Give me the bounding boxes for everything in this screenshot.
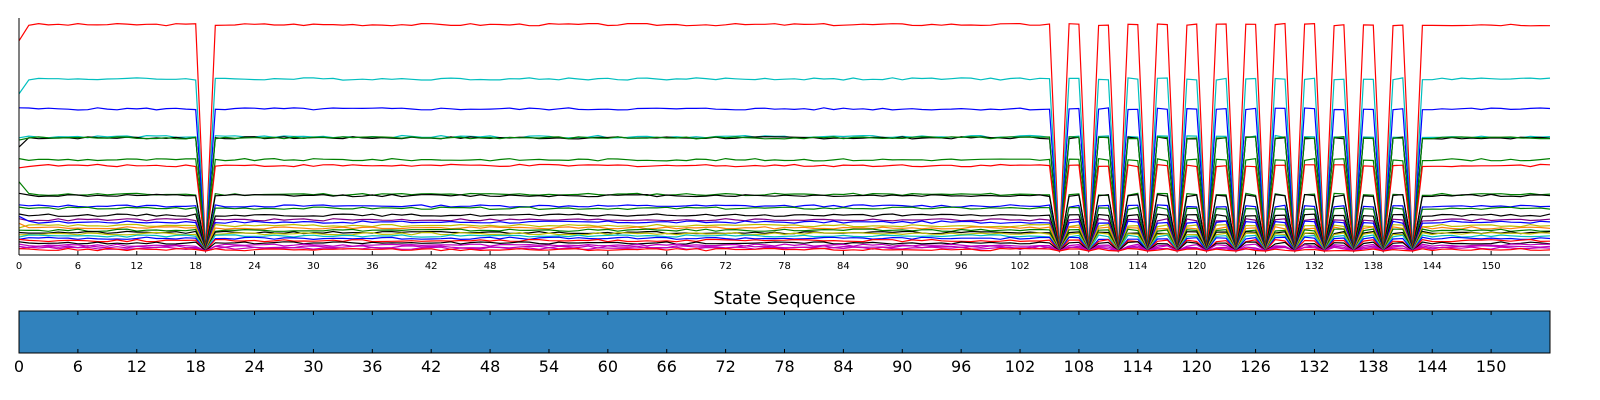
- x-tick-label: 30: [303, 357, 323, 376]
- x-tick-label: 60: [601, 261, 614, 272]
- x-tick-label: 72: [715, 357, 735, 376]
- x-tick-label: 102: [1005, 357, 1036, 376]
- x-tick-label: 24: [248, 261, 261, 272]
- series-line: [18, 247, 1551, 252]
- x-tick-label: 24: [244, 357, 264, 376]
- x-tick-label: 6: [73, 357, 83, 376]
- x-tick-label: 96: [951, 357, 971, 376]
- x-tick-label: 132: [1299, 357, 1330, 376]
- x-tick-label: 36: [362, 357, 382, 376]
- x-tick-label: 48: [480, 357, 500, 376]
- x-tick-label: 66: [657, 357, 677, 376]
- x-ticks: 0 6 12 18 24 30 36 42 48 54 60 66 72 78 84 90 96 102 108 11…: [14, 311, 1506, 376]
- x-tick-label: 72: [719, 261, 732, 272]
- x-tick-label: 150: [1482, 261, 1501, 272]
- x-tick-label: 120: [1187, 261, 1206, 272]
- x-tick-label: 54: [539, 357, 559, 376]
- x-tick-label: 114: [1123, 357, 1154, 376]
- state-bar: [19, 311, 1550, 353]
- x-tick-label: 84: [833, 357, 853, 376]
- x-tick-label: 18: [189, 261, 202, 272]
- x-tick-label: 18: [185, 357, 205, 376]
- x-tick-label: 96: [955, 261, 968, 272]
- state-sequence-chart: State Sequence 0 6 12 18 24 30 36 42 48 54 60 66 72 7…: [14, 288, 1551, 376]
- line-chart: 0 6 12 18 24 30 36 42 48 54 60 66 72 78 84 90 96 102 108 11…: [16, 18, 1551, 272]
- x-tick-label: 60: [598, 357, 618, 376]
- x-tick-label: 90: [892, 357, 912, 376]
- x-tick-label: 114: [1128, 261, 1147, 272]
- x-tick-label: 90: [896, 261, 909, 272]
- x-tick-label: 12: [130, 261, 143, 272]
- x-tick-label: 0: [14, 357, 24, 376]
- x-tick-label: 54: [543, 261, 556, 272]
- x-tick-label: 78: [774, 357, 794, 376]
- state-bars: [19, 311, 1550, 353]
- x-tick-label: 102: [1010, 261, 1029, 272]
- x-tick-label: 138: [1358, 357, 1389, 376]
- x-tick-label: 42: [425, 261, 438, 272]
- x-tick-label: 120: [1181, 357, 1212, 376]
- x-tick-label: 144: [1423, 261, 1442, 272]
- x-tick-label: 150: [1476, 357, 1507, 376]
- series-lines: [18, 22, 1551, 254]
- x-tick-label: 138: [1364, 261, 1383, 272]
- x-tick-label: 126: [1246, 261, 1265, 272]
- x-tick-label: 108: [1064, 357, 1095, 376]
- x-tick-label: 108: [1069, 261, 1088, 272]
- x-tick-label: 132: [1305, 261, 1324, 272]
- chart-title: State Sequence: [713, 288, 855, 309]
- x-tick-label: 36: [366, 261, 379, 272]
- x-tick-label: 48: [484, 261, 497, 272]
- x-tick-label: 78: [778, 261, 791, 272]
- x-tick-label: 30: [307, 261, 320, 272]
- x-tick-label: 66: [660, 261, 673, 272]
- x-tick-label: 84: [837, 261, 850, 272]
- x-tick-label: 6: [75, 261, 81, 272]
- x-tick-label: 42: [421, 357, 441, 376]
- x-tick-label: 0: [16, 261, 22, 272]
- x-tick-label: 144: [1417, 357, 1448, 376]
- x-tick-label: 126: [1240, 357, 1271, 376]
- x-tick-label: 12: [127, 357, 147, 376]
- x-ticks: 0 6 12 18 24 30 36 42 48 54 60 66 72 78 84 90 96 102 108 11…: [16, 251, 1501, 272]
